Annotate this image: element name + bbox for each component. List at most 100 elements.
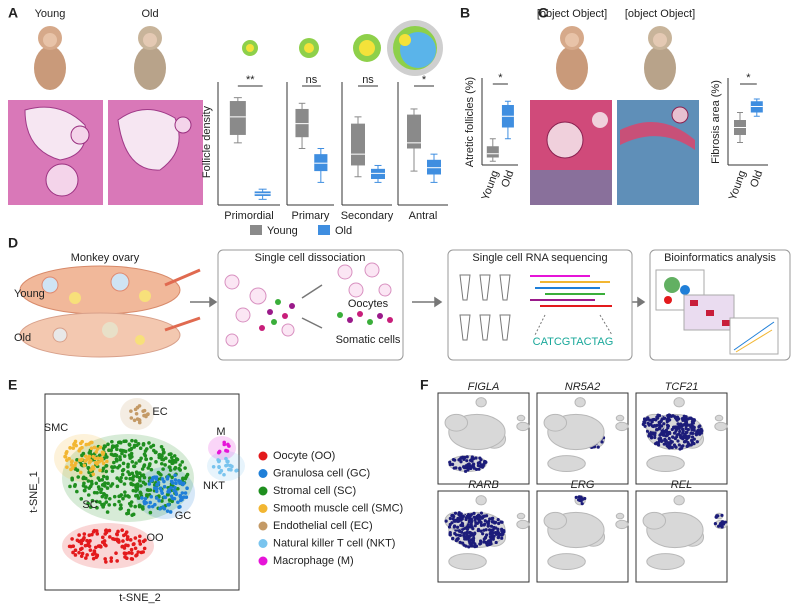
expression-dot [662, 431, 666, 435]
cell-dot [132, 443, 137, 448]
expression-dot [468, 525, 472, 529]
cell-dot [109, 448, 114, 453]
cell-dot [141, 473, 146, 477]
legend-swatch [250, 225, 262, 235]
expression-dot [692, 425, 696, 430]
cell-dot [100, 483, 105, 487]
cell-dot [162, 495, 167, 499]
cell-dot [147, 482, 152, 486]
expression-dot [468, 539, 472, 543]
cell-dot [137, 420, 142, 425]
expression-dot [648, 432, 652, 436]
expression-dot [689, 425, 693, 429]
expression-dot [464, 534, 469, 539]
cell-dot [146, 466, 150, 470]
expression-dot [477, 467, 481, 471]
legend-label: Stromal cell (SC) [273, 485, 356, 497]
cell-dot [129, 409, 133, 413]
cell-dot [137, 475, 142, 480]
expression-dot [673, 436, 678, 441]
cell-dot [131, 488, 136, 493]
expression-dot [452, 466, 456, 470]
expression-dot [499, 520, 503, 524]
expression-dot [463, 465, 468, 469]
panel-label: E [8, 377, 17, 393]
cluster-label: OO [146, 532, 164, 544]
panel-label: F [420, 377, 429, 393]
step-box [217, 249, 404, 361]
cell-dot [95, 532, 100, 536]
cell-dot [142, 546, 147, 551]
cell-dot [137, 459, 142, 463]
expression-dot [651, 418, 655, 422]
cell-dot [75, 458, 79, 462]
expression-dot [480, 516, 485, 520]
cell-dot [87, 442, 91, 446]
cell-dot [100, 494, 105, 499]
cell-dot [102, 444, 107, 448]
y-axis-label: Fibrosis area (%) [710, 80, 722, 164]
expression-dot [656, 416, 660, 420]
cell-dot [73, 553, 78, 557]
panel-label: A [8, 5, 18, 21]
cluster-shape [543, 413, 568, 432]
cell-dot [177, 505, 181, 510]
cell-dot [104, 560, 108, 564]
cell-dot [184, 495, 189, 500]
expression-dot [497, 521, 501, 526]
cell-dot [92, 490, 97, 495]
cell-dot [104, 530, 109, 535]
legend-label: Granulosa cell (GC) [273, 467, 370, 479]
cell-dot [91, 454, 96, 459]
expression-dot [452, 514, 456, 519]
cell-dot [126, 464, 130, 469]
cell-dot [181, 476, 185, 481]
cell-dot [138, 542, 143, 546]
expression-dot [689, 443, 693, 447]
cell-dot [89, 468, 93, 472]
step-title: Single cell RNA sequencing [472, 252, 607, 264]
cell-dot [137, 471, 142, 475]
cluster-shape [642, 413, 667, 432]
analysis-illustration [655, 269, 779, 355]
expression-dot [698, 432, 702, 436]
legend-marker [258, 539, 268, 548]
group-label: Old [141, 8, 158, 20]
cell-dot [163, 456, 168, 460]
expression-dot [459, 516, 463, 520]
cell-dot [118, 455, 122, 459]
expression-dot [471, 527, 475, 531]
expression-dot [470, 459, 474, 463]
expression-dot [496, 517, 500, 522]
cell-dot [85, 543, 90, 547]
cell-dot [105, 486, 110, 490]
cell-dot [149, 478, 153, 483]
expression-dot [694, 432, 698, 436]
cell-dot [101, 461, 106, 466]
cell-dot [117, 499, 121, 504]
expression-dot [462, 533, 466, 537]
cell-dot [158, 506, 162, 511]
cell-dot [159, 473, 163, 477]
cell-dot [122, 551, 127, 556]
cell-dot [139, 550, 144, 555]
expression-dot [458, 457, 462, 461]
legend-marker [258, 504, 268, 513]
cell-dot [105, 510, 110, 514]
cluster-shape [448, 553, 487, 570]
cell-dot [70, 537, 74, 541]
cell-dot [139, 456, 143, 461]
cell-dot [82, 532, 87, 536]
cell-dot [87, 456, 91, 460]
cell-dot [180, 460, 185, 464]
cell-dot [92, 445, 97, 450]
expression-dot [456, 525, 460, 529]
cell-dot [119, 503, 123, 507]
cell-dot [122, 482, 127, 486]
cluster-shape [543, 511, 568, 530]
expression-dot [482, 462, 486, 466]
cell-dot [144, 457, 149, 462]
cell-dot [110, 469, 115, 473]
expression-dot [458, 466, 462, 470]
cell-dot [162, 479, 166, 484]
